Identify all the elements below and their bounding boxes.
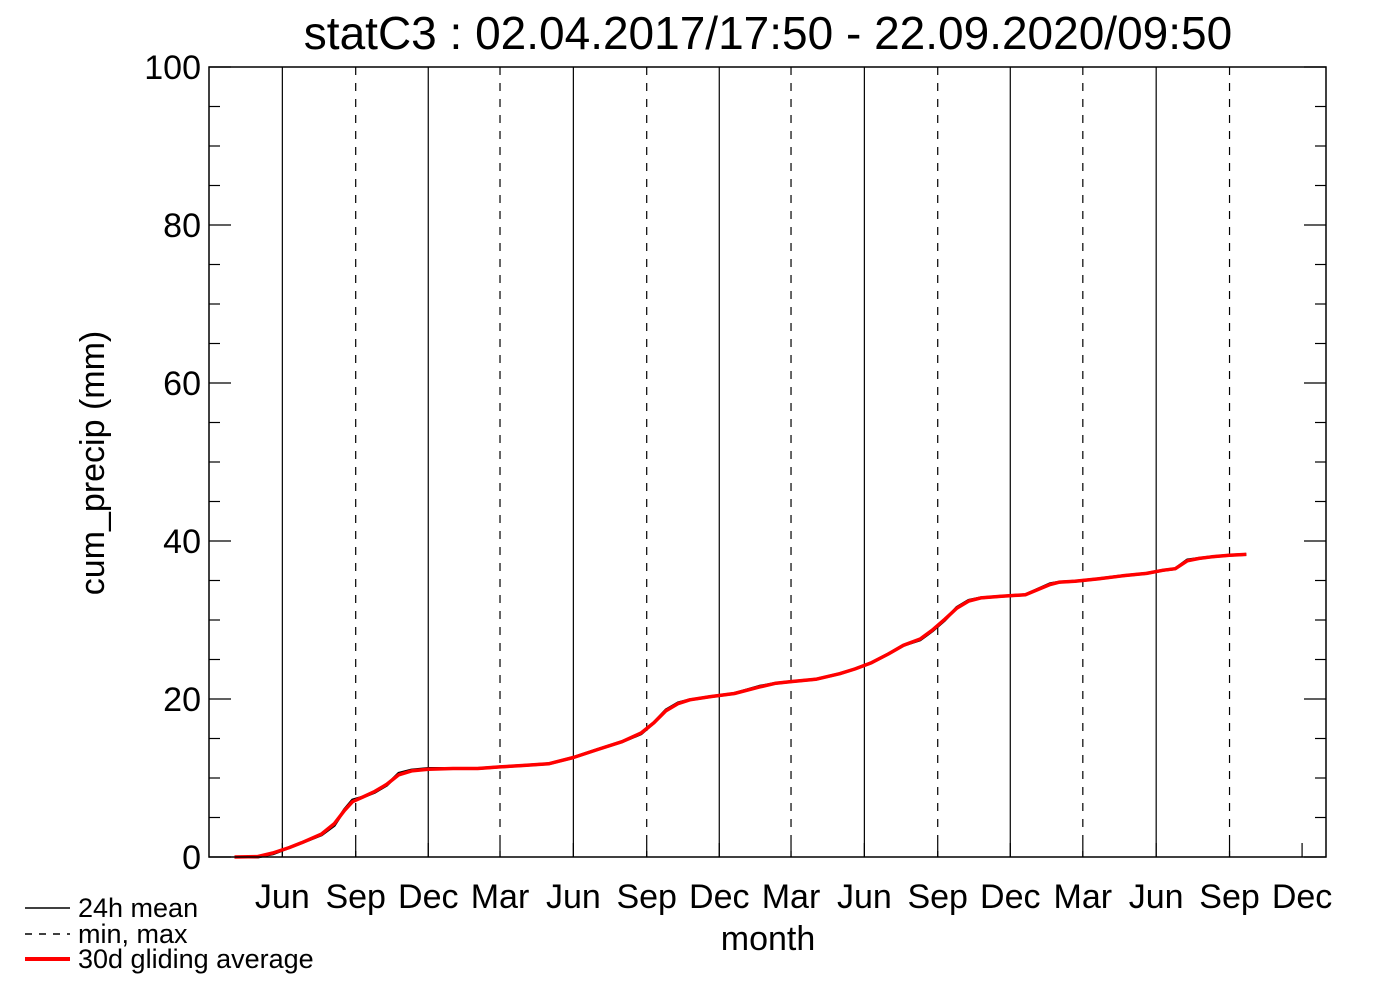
x-tick-label: Dec — [398, 878, 458, 916]
x-tick-label: Jun — [1129, 878, 1184, 916]
x-axis: Jun Sep Dec Mar Jun Sep Dec Mar Jun Sep Dec Mar Jun S… — [255, 843, 1332, 916]
series-30d-average-line — [234, 552, 1247, 859]
y-tick-label: 0 — [182, 839, 201, 877]
x-tick-label: Sep — [1199, 878, 1260, 916]
legend-label-minmax: min, max — [78, 919, 188, 949]
x-tick-label: Mar — [1054, 878, 1113, 916]
legend: 24h mean min, max 30d gliding average — [25, 893, 314, 974]
x-tick-label: Jun — [546, 878, 601, 916]
y-tick-label: 80 — [163, 207, 201, 245]
y-tick-label: 40 — [163, 523, 201, 561]
y-tick-label: 60 — [163, 365, 201, 403]
plot-frame — [208, 66, 1327, 858]
y-tick-label: 20 — [163, 681, 201, 719]
x-tick-label: Sep — [325, 878, 386, 916]
x-tick-label: Dec — [689, 878, 749, 916]
chart-title: statC3 : 02.04.2017/17:50 - 22.09.2020/0… — [304, 7, 1232, 59]
x-tick-label: Mar — [762, 878, 821, 916]
y-axis-label: cum_precip (mm) — [74, 331, 112, 595]
legend-label-30d: 30d gliding average — [78, 944, 314, 974]
x-tick-label: Jun — [837, 878, 892, 916]
x-tick-label: Jun — [255, 878, 310, 916]
x-tick-label: Mar — [471, 878, 530, 916]
x-tick-label: Sep — [907, 878, 968, 916]
x-tick-label: Sep — [616, 878, 677, 916]
y-axis: 0 20 40 60 80 100 — [144, 49, 1326, 877]
x-axis-label: month — [721, 920, 816, 958]
x-tick-label: Dec — [1272, 878, 1332, 916]
legend-label-24h: 24h mean — [78, 893, 198, 923]
y-tick-label: 100 — [144, 49, 201, 87]
series-24h-mean-line — [234, 552, 1247, 859]
x-tick-label: Dec — [980, 878, 1040, 916]
month-gridlines — [281, 67, 1231, 857]
series-lines — [234, 552, 1247, 859]
